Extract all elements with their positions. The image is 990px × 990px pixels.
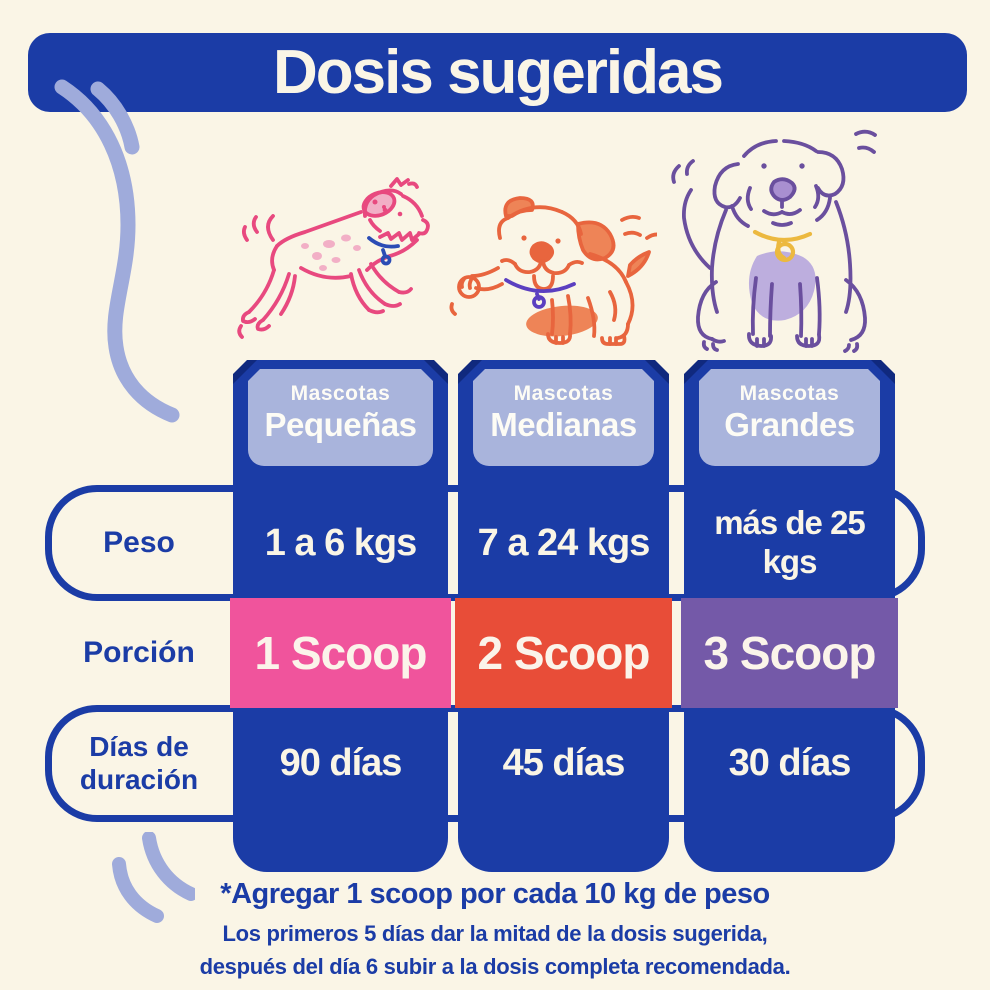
footnote: *Agregar 1 scoop por cada 10 kg de peso … xyxy=(95,878,895,983)
cell-porcion-pequenas: 1 Scoop xyxy=(230,598,451,708)
column-header-main-label: Medianas xyxy=(490,406,637,443)
medium-dog-illustration xyxy=(449,196,657,346)
decorative-swoosh-bottom-left xyxy=(112,832,195,923)
row-label-peso-text: Peso xyxy=(103,526,175,559)
cell-dias-grandes: 30 días xyxy=(684,705,895,822)
cell-dias-pequenas: 90 días xyxy=(233,705,448,822)
cell-peso-medianas: 7 a 24 kgs xyxy=(458,485,669,601)
row-label-peso: Peso xyxy=(45,485,233,601)
cell-dias-medianas: 45 días xyxy=(458,705,669,822)
small-dog-illustration xyxy=(237,177,430,339)
row-label-porcion-text: Porción xyxy=(83,636,195,669)
row-label-dias-text: Días de duración xyxy=(79,731,199,795)
cell-peso-pequenas: 1 a 6 kgs xyxy=(233,485,448,601)
footnote-line-2: después del día 6 subir a la dosis compl… xyxy=(199,953,791,979)
cell-porcion-grandes: 3 Scoop xyxy=(681,598,898,708)
cell-dias-pequenas-text: 90 días xyxy=(279,742,403,784)
large-dog-illustration xyxy=(671,129,877,353)
cell-peso-grandes: más de 25 kgs xyxy=(684,485,895,601)
cell-peso-grandes-text: más de 25 kgs xyxy=(714,504,866,580)
footnote-title: *Agregar 1 scoop por cada 10 kg de peso xyxy=(220,878,770,910)
cell-peso-medianas-text: 7 a 24 kgs xyxy=(477,521,651,564)
cell-porcion-pequenas-text: 1 Scoop xyxy=(254,627,428,679)
column-header-medianas: Mascotas Medianas xyxy=(473,369,654,466)
cell-peso-pequenas-text: 1 a 6 kgs xyxy=(264,521,418,564)
cell-porcion-grandes-text: 3 Scoop xyxy=(703,627,877,679)
row-label-dias: Días de duración xyxy=(45,705,233,822)
column-header-top-label: Mascotas xyxy=(290,382,391,405)
column-header-main-label: Grandes xyxy=(724,406,855,443)
column-header-grandes: Mascotas Grandes xyxy=(699,369,880,466)
cell-dias-medianas-text: 45 días xyxy=(502,742,626,784)
footnote-line-1: Los primeros 5 días dar la mitad de la d… xyxy=(222,921,768,946)
page-title: Dosis sugeridas xyxy=(273,38,724,107)
title-banner: Dosis sugeridas xyxy=(28,33,967,112)
cell-dias-grandes-text: 30 días xyxy=(728,742,852,784)
column-header-top-label: Mascotas xyxy=(739,382,840,405)
column-header-top-label: Mascotas xyxy=(513,382,614,405)
decorative-swoosh-top-left xyxy=(54,79,180,423)
column-header-main-label: Pequeñas xyxy=(264,406,417,443)
row-label-porcion: Porción xyxy=(45,598,233,708)
column-header-pequenas: Mascotas Pequeñas xyxy=(248,369,433,466)
cell-porcion-medianas: 2 Scoop xyxy=(455,598,672,708)
cell-porcion-medianas-text: 2 Scoop xyxy=(477,627,651,679)
